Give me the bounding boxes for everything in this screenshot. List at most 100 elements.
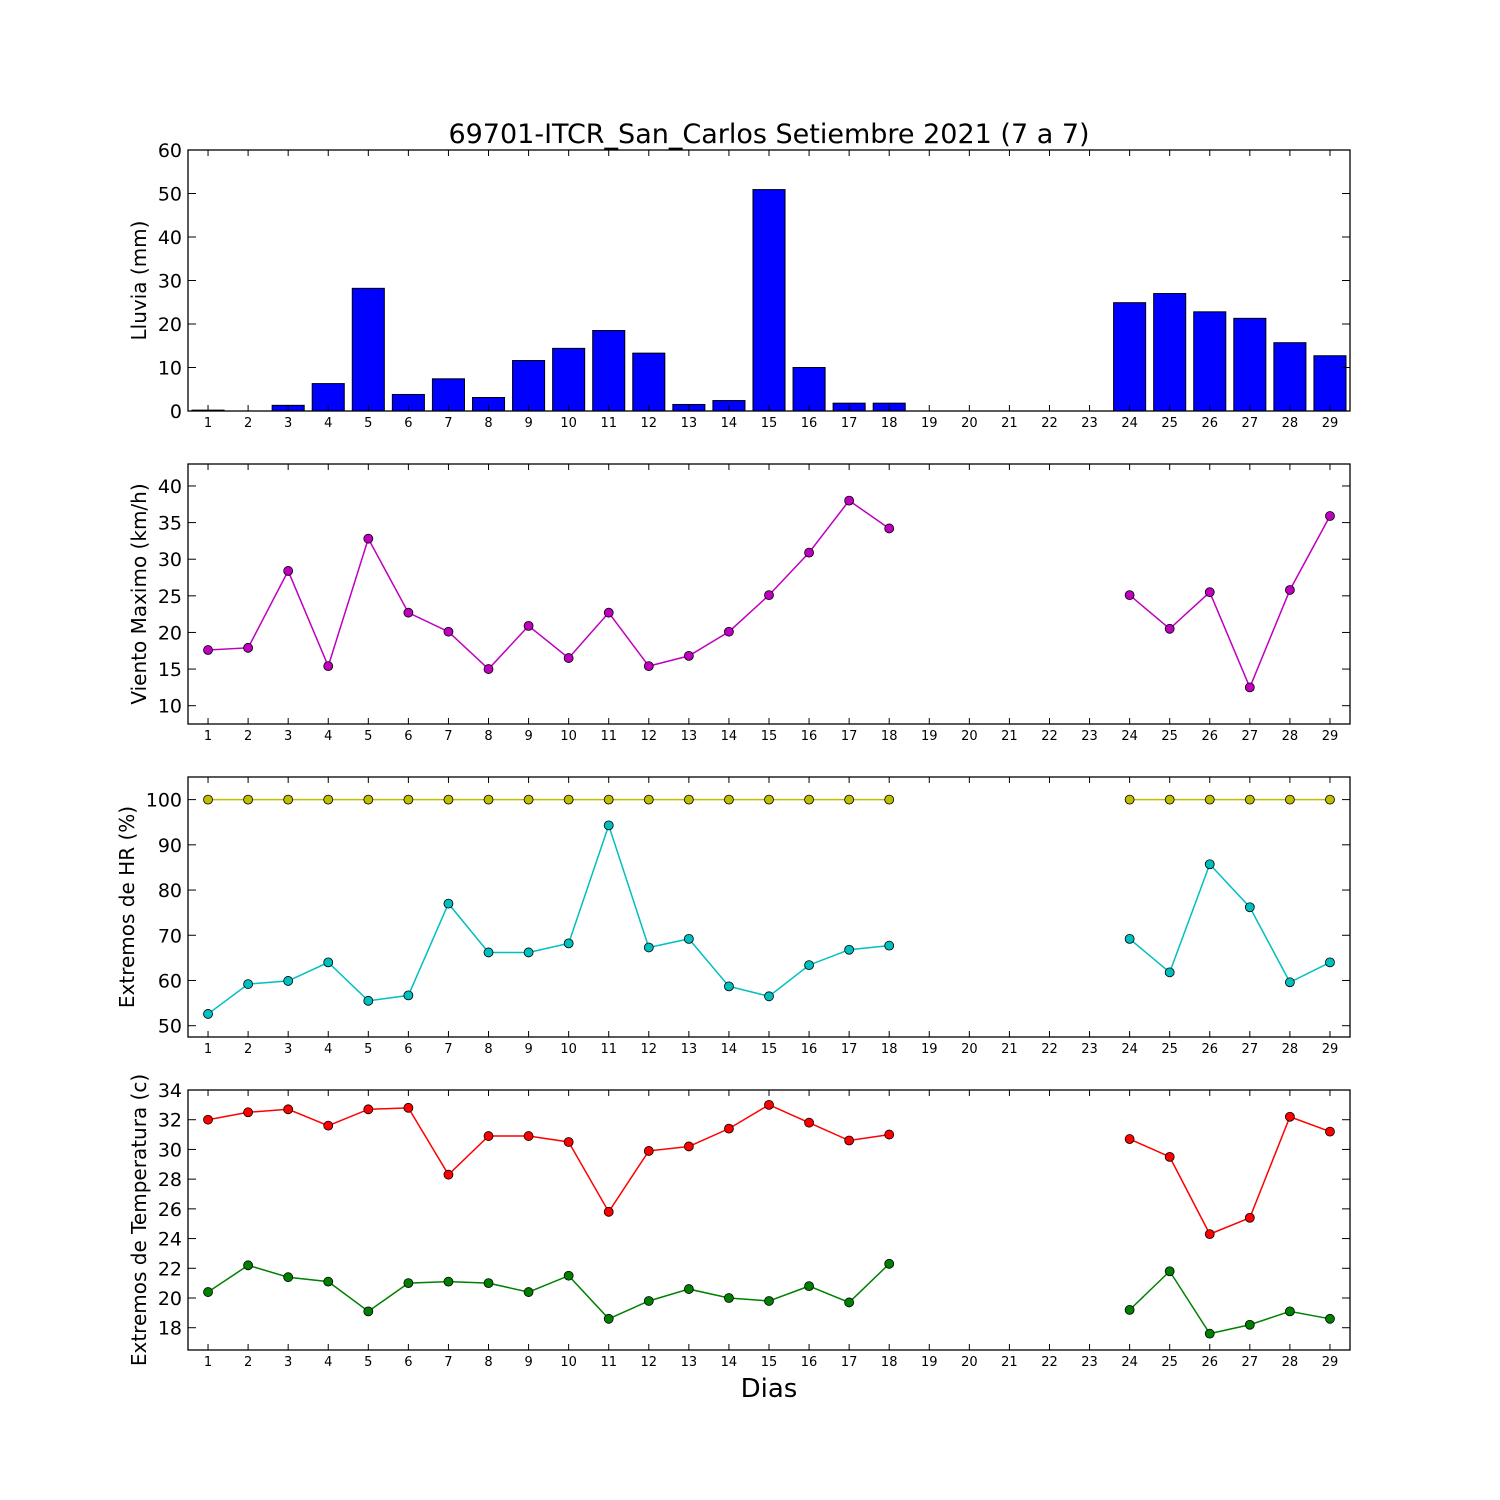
- x-tick-label-temperatura-15: 15: [761, 1355, 778, 1370]
- y-tick-label-lluvia-60: 60: [158, 140, 182, 162]
- subplot-hr: 1 2 3 4 5 6 7 8 9 10 11 12 13 14 15 16 17 18 19 20 21 22 23 24 2…: [115, 776, 1351, 1057]
- point-temperatura-0-day-24: [1124, 1134, 1135, 1144]
- x-tick-label-hr-19: 19: [921, 1042, 938, 1057]
- y-tick-label-lluvia-50: 50: [158, 184, 182, 206]
- x-tick-label-temperatura-19: 19: [921, 1355, 938, 1370]
- series-line-temperatura-1-1: [1129, 1270, 1331, 1335]
- x-tick-label-viento-12: 12: [641, 729, 658, 744]
- x-tick-label-temperatura-9: 9: [524, 1355, 532, 1370]
- x-tick-label-temperatura-3: 3: [284, 1355, 292, 1370]
- point-viento-0-day-11: [603, 607, 614, 618]
- y-tick-label-hr-60: 60: [158, 970, 182, 992]
- point-hr-1-day-14: [724, 981, 734, 992]
- x-tick-label-viento-3: 3: [284, 729, 292, 744]
- bar-day-15: [752, 189, 786, 412]
- x-tick-label-viento-19: 19: [921, 729, 938, 744]
- point-viento-0-day-29: [1325, 511, 1335, 521]
- series-line-hr-1-1: [1129, 862, 1331, 984]
- x-tick-label-hr-20: 20: [961, 1042, 978, 1057]
- point-hr-0-day-13: [683, 794, 694, 805]
- point-temperatura-1-day-28: [1284, 1306, 1295, 1317]
- x-tick-label-lluvia-29: 29: [1322, 416, 1339, 431]
- x-tick-label-temperatura-26: 26: [1201, 1355, 1218, 1370]
- x-tick-label-viento-27: 27: [1242, 729, 1259, 744]
- y-tick-label-temperatura-20: 20: [158, 1288, 182, 1310]
- x-tick-label-lluvia-24: 24: [1121, 416, 1138, 431]
- x-tick-label-temperatura-18: 18: [881, 1355, 898, 1370]
- x-tick-label-temperatura-5: 5: [364, 1355, 372, 1370]
- x-tick-label-lluvia-20: 20: [961, 416, 978, 431]
- x-tick-label-lluvia-12: 12: [641, 416, 658, 431]
- y-tick-label-viento-35: 35: [158, 513, 182, 535]
- x-tick-label-temperatura-29: 29: [1322, 1355, 1339, 1370]
- point-hr-1-day-12: [643, 942, 654, 953]
- point-temperatura-0-day-28: [1284, 1111, 1295, 1122]
- x-tick-label-viento-7: 7: [444, 729, 452, 744]
- x-tick-label-viento-8: 8: [484, 729, 492, 744]
- point-hr-0-day-8: [483, 794, 494, 805]
- point-hr-1-day-29: [1325, 957, 1335, 968]
- point-viento-0-day-25: [1164, 623, 1175, 634]
- bar-day-9: [512, 360, 546, 412]
- x-tick-label-hr-2: 2: [244, 1042, 252, 1057]
- point-temperatura-1-day-17: [844, 1297, 855, 1308]
- x-tick-label-viento-11: 11: [600, 729, 617, 744]
- x-tick-label-lluvia-10: 10: [560, 416, 577, 431]
- x-tick-label-viento-15: 15: [761, 729, 778, 744]
- point-temperatura-0-day-18: [884, 1129, 895, 1140]
- point-hr-0-day-1: [203, 794, 213, 805]
- x-tick-label-hr-27: 27: [1242, 1042, 1259, 1057]
- x-tick-label-temperatura-23: 23: [1081, 1355, 1098, 1370]
- x-tick-label-lluvia-9: 9: [524, 416, 532, 431]
- point-temperatura-1-day-8: [483, 1278, 494, 1289]
- point-hr-0-day-24: [1124, 794, 1135, 805]
- y-tick-label-hr-70: 70: [158, 925, 182, 947]
- point-hr-1-day-7: [443, 898, 454, 909]
- x-tick-label-viento-26: 26: [1201, 729, 1218, 744]
- point-temperatura-1-day-18: [884, 1258, 895, 1269]
- point-viento-0-day-7: [443, 626, 454, 637]
- point-viento-0-day-8: [483, 664, 494, 674]
- point-hr-1-day-4: [323, 957, 334, 968]
- point-hr-0-day-11: [603, 794, 614, 805]
- x-tick-label-lluvia-18: 18: [881, 416, 898, 431]
- x-tick-label-temperatura-10: 10: [560, 1355, 577, 1370]
- point-viento-0-day-3: [283, 566, 294, 576]
- y-tick-label-lluvia-30: 30: [158, 271, 182, 293]
- point-viento-0-day-17: [844, 495, 855, 506]
- point-hr-0-day-10: [563, 794, 574, 805]
- point-hr-1-day-11: [603, 820, 614, 831]
- x-tick-label-temperatura-6: 6: [404, 1355, 412, 1370]
- point-temperatura-0-day-25: [1164, 1151, 1175, 1162]
- x-tick-label-hr-6: 6: [404, 1042, 412, 1057]
- point-temperatura-1-day-6: [403, 1278, 414, 1289]
- point-hr-1-day-5: [363, 995, 374, 1006]
- x-tick-label-lluvia-7: 7: [444, 416, 452, 431]
- point-temperatura-0-day-12: [643, 1146, 654, 1156]
- series-line-hr-1-0: [207, 823, 890, 1015]
- point-temperatura-1-day-14: [724, 1293, 734, 1303]
- point-hr-0-day-7: [443, 794, 454, 805]
- point-temperatura-1-day-1: [203, 1287, 213, 1297]
- y-tick-label-temperatura-32: 32: [158, 1110, 182, 1132]
- x-tick-label-temperatura-17: 17: [841, 1355, 858, 1370]
- point-temperatura-1-day-12: [643, 1296, 654, 1306]
- point-viento-0-day-13: [683, 650, 694, 661]
- point-temperatura-0-day-29: [1325, 1126, 1335, 1137]
- series-line-viento-0-1: [1129, 515, 1331, 690]
- x-tick-label-temperatura-11: 11: [600, 1355, 617, 1370]
- x-tick-label-hr-22: 22: [1041, 1042, 1058, 1057]
- x-tick-label-lluvia-21: 21: [1001, 416, 1018, 431]
- point-hr-1-day-26: [1204, 859, 1215, 870]
- y-axis-label-lluvia: Lluvia (mm): [127, 221, 151, 341]
- x-tick-label-temperatura-28: 28: [1282, 1355, 1299, 1370]
- x-tick-label-viento-16: 16: [801, 729, 818, 744]
- y-tick-label-hr-100: 100: [146, 790, 182, 812]
- x-tick-label-viento-29: 29: [1322, 729, 1339, 744]
- point-hr-0-day-14: [724, 794, 734, 805]
- point-temperatura-1-day-9: [523, 1287, 534, 1297]
- point-temperatura-0-day-17: [844, 1135, 855, 1146]
- x-tick-label-hr-17: 17: [841, 1042, 858, 1057]
- point-temperatura-0-day-14: [724, 1123, 734, 1134]
